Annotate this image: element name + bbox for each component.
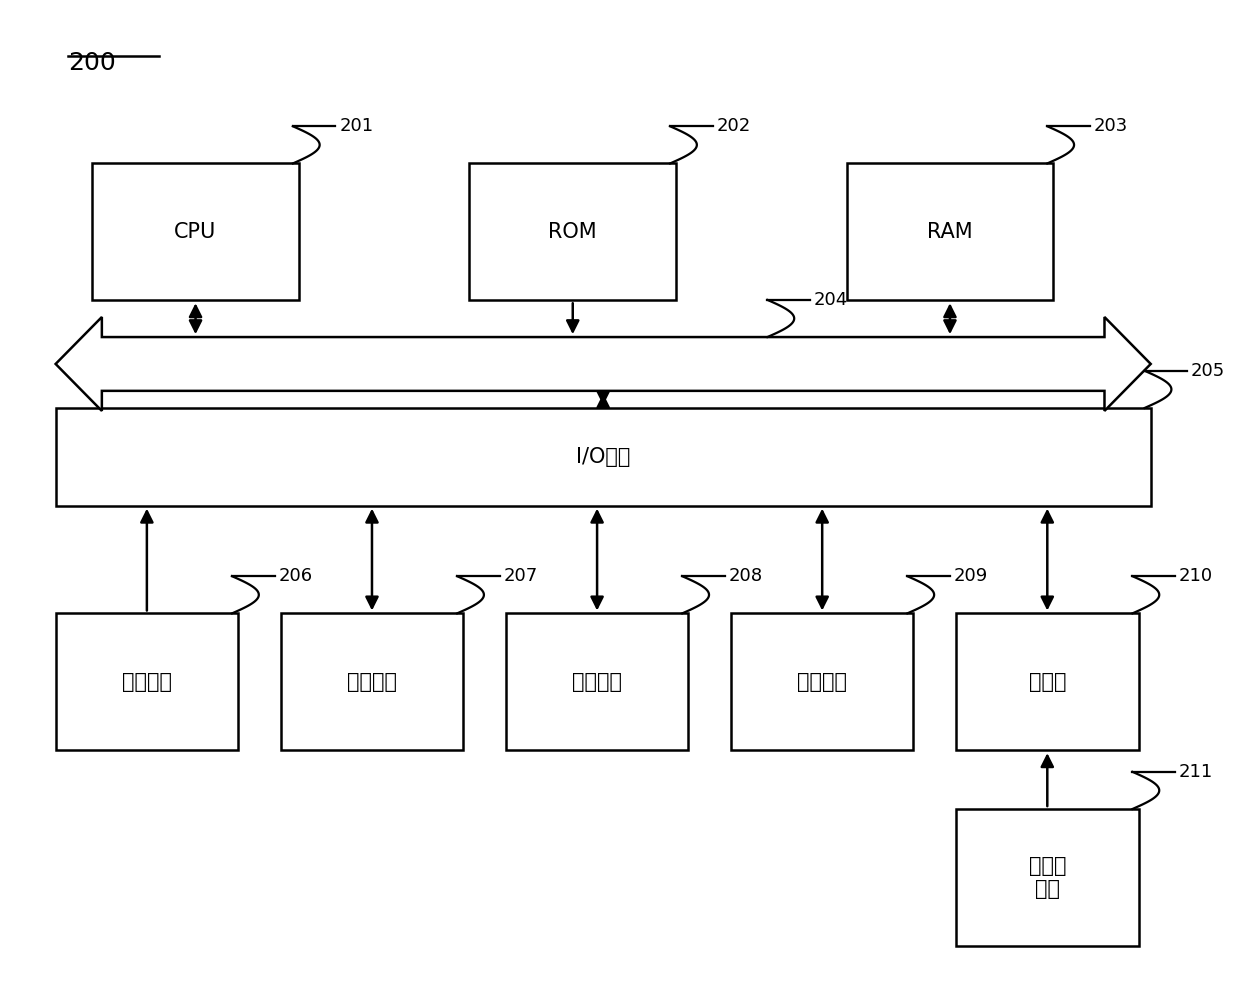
- Text: 输入部分: 输入部分: [121, 672, 172, 691]
- FancyBboxPatch shape: [846, 164, 1053, 301]
- Text: I/O接口: I/O接口: [576, 446, 631, 467]
- Text: 203: 203: [1094, 117, 1127, 135]
- Text: 储存部分: 储存部分: [572, 672, 622, 691]
- Text: 204: 204: [814, 291, 847, 309]
- FancyBboxPatch shape: [731, 613, 913, 750]
- FancyBboxPatch shape: [470, 164, 676, 301]
- FancyBboxPatch shape: [92, 164, 299, 301]
- Text: 200: 200: [68, 51, 115, 75]
- Text: ROM: ROM: [549, 222, 597, 242]
- Text: 205: 205: [1191, 362, 1225, 380]
- Text: 208: 208: [729, 567, 763, 585]
- FancyBboxPatch shape: [56, 613, 238, 750]
- Text: 可拆卸
介质: 可拆卸 介质: [1028, 856, 1066, 899]
- FancyBboxPatch shape: [281, 613, 463, 750]
- Text: 通信部分: 通信部分: [797, 672, 847, 691]
- Text: 207: 207: [503, 567, 538, 585]
- FancyBboxPatch shape: [957, 809, 1139, 946]
- Text: 201: 201: [339, 117, 373, 135]
- Text: 206: 206: [279, 567, 312, 585]
- Polygon shape: [56, 317, 1151, 411]
- Text: 211: 211: [1178, 763, 1213, 781]
- FancyBboxPatch shape: [506, 613, 689, 750]
- Text: 驱动器: 驱动器: [1028, 672, 1066, 691]
- FancyBboxPatch shape: [957, 613, 1139, 750]
- Text: 202: 202: [716, 117, 751, 135]
- Text: RAM: RAM: [927, 222, 973, 242]
- FancyBboxPatch shape: [56, 408, 1151, 506]
- Text: CPU: CPU: [175, 222, 217, 242]
- Text: 输出部分: 输出部分: [347, 672, 396, 691]
- Text: 209: 209: [954, 567, 987, 585]
- Text: 210: 210: [1178, 567, 1213, 585]
